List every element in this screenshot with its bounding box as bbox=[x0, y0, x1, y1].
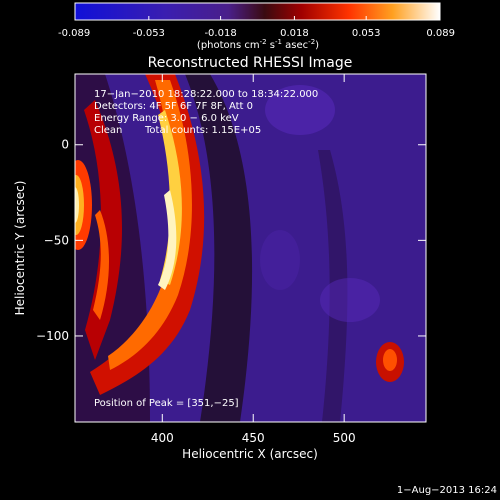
colorbar-tick-label: 0.018 bbox=[280, 28, 309, 39]
x-tick-label: 450 bbox=[242, 431, 265, 445]
colorbar-tick-label: -0.018 bbox=[204, 28, 236, 39]
y-tick-label: −100 bbox=[36, 329, 69, 343]
colorbar: -0.089 -0.053 -0.018 0.018 0.053 0.089 (photo… bbox=[58, 2, 455, 51]
plot-frame bbox=[74, 73, 427, 423]
y-axis-label: Heliocentric Y (arcsec) bbox=[13, 181, 27, 316]
colorbar-tick-label: -0.089 bbox=[58, 28, 90, 39]
chart-title: Reconstructed RHESSI Image bbox=[148, 55, 353, 71]
energy-range: Energy Range: 3.0 − 6.0 keV bbox=[94, 113, 239, 124]
heatmap-image bbox=[75, 74, 426, 422]
colorbar-gradient bbox=[74, 2, 441, 21]
colorbar-tick-labels: -0.089 -0.053 -0.018 0.018 0.053 0.089 bbox=[58, 28, 455, 39]
colorbar-tick-label: -0.053 bbox=[133, 28, 165, 39]
detectors: Detectors: 4F 5F 6F 7F 8F, Att 0 bbox=[94, 101, 253, 112]
x-axis-label: Heliocentric X (arcsec) bbox=[182, 447, 318, 461]
generated-date: 1−Aug−2013 16:24 bbox=[397, 485, 497, 496]
colorbar-tick-label: 0.089 bbox=[426, 28, 455, 39]
x-axis: 400 450 500 bbox=[151, 74, 356, 445]
algorithm: Clean bbox=[94, 125, 122, 136]
image-annotations: 17−Jan−2010 18:28:22.000 to 18:34:22.000… bbox=[94, 89, 318, 409]
x-tick-label: 500 bbox=[333, 431, 356, 445]
colorbar-tick-label: 0.053 bbox=[352, 28, 381, 39]
y-tick-label: −50 bbox=[44, 233, 69, 247]
y-axis: 0 −50 −100 bbox=[36, 138, 426, 343]
colorbar-units: (photons cm-2 s-1 asec-2) bbox=[197, 38, 319, 51]
y-tick-label: 0 bbox=[61, 138, 69, 152]
peak-position: Position of Peak = [351,−25] bbox=[94, 398, 239, 409]
x-tick-label: 400 bbox=[151, 431, 174, 445]
total-counts: Total counts: 1.15E+05 bbox=[144, 125, 261, 136]
colorbar-ticks bbox=[74, 16, 441, 20]
time-range: 17−Jan−2010 18:28:22.000 to 18:34:22.000 bbox=[94, 89, 318, 100]
